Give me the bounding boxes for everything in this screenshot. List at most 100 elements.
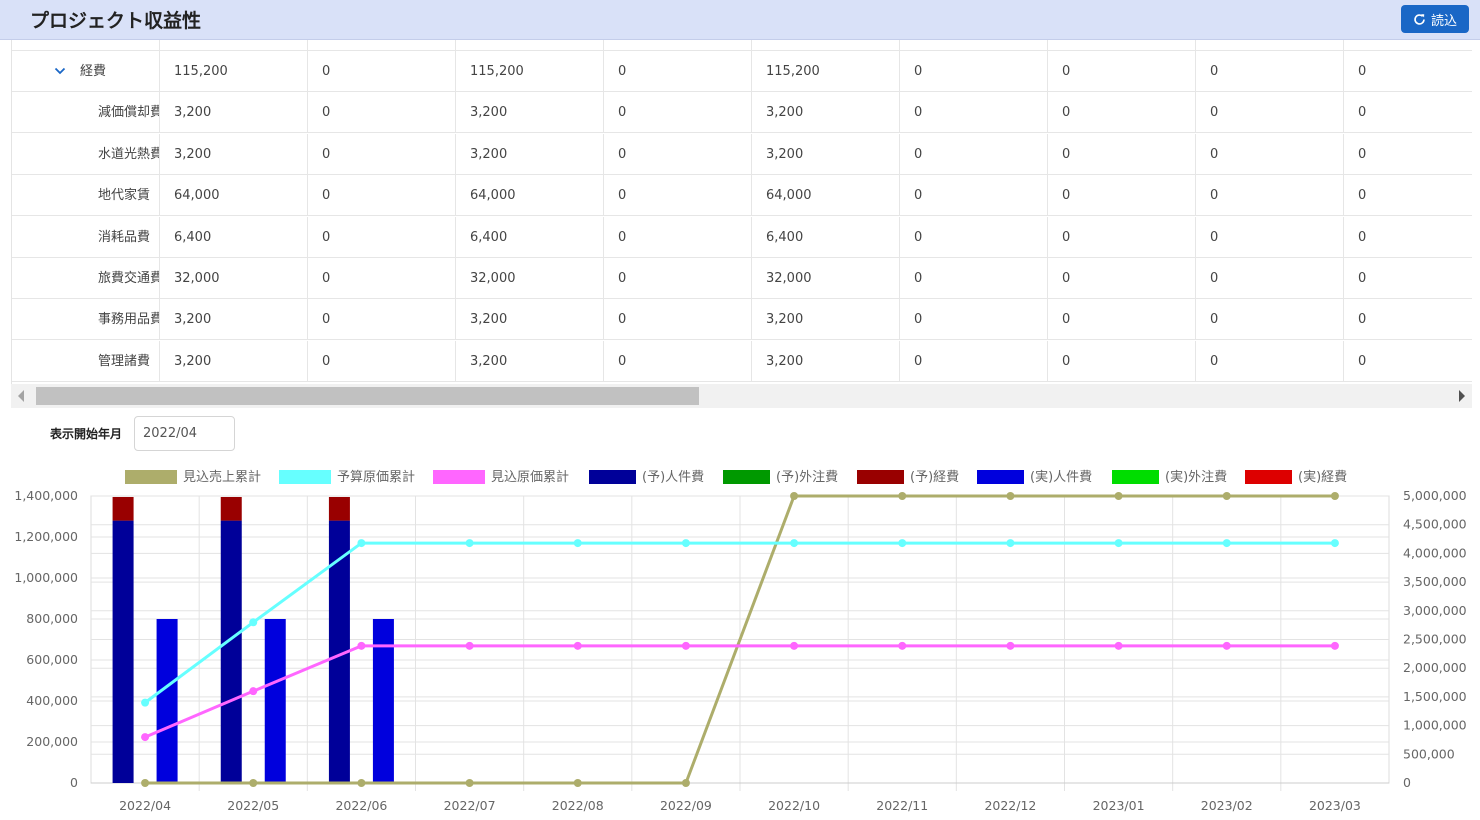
app-header: プロジェクト収益性 読込 [0, 0, 1480, 40]
table-row: 経費 115,200 0 115,200 0 115,200 0 0 0 0 [12, 51, 1472, 92]
legend-swatch [589, 470, 636, 484]
grid-cell [456, 40, 604, 51]
row-label: 管理諸費 [12, 340, 160, 382]
data-point [573, 539, 582, 548]
grid-cell: 0 [1344, 258, 1472, 299]
grid-cell: 32,000 [456, 258, 604, 299]
grid-cell [12, 40, 160, 51]
series-line [144, 541, 1335, 704]
data-point [141, 698, 150, 707]
data-point [1222, 539, 1231, 548]
grid-cell: 0 [900, 175, 1048, 217]
grid-cell: 0 [1048, 340, 1196, 382]
grid-cell: 0 [1196, 340, 1344, 382]
reload-label: 読込 [1430, 13, 1457, 29]
cost-grid: 経費 115,200 0 115,200 0 115,200 0 0 0 0 減価償却費 3,200 0… [11, 40, 1472, 384]
row-label-text: 地代家賃 [98, 188, 151, 204]
grid-cell: 0 [308, 299, 456, 341]
grid-cell: 0 [604, 299, 752, 341]
row-label-text: 経費 [80, 64, 107, 79]
chevron-down-icon[interactable] [54, 51, 66, 92]
grid-cell: 0 [1196, 299, 1344, 341]
grid-cell: 6,400 [160, 216, 308, 258]
row-label: 地代家賃 [12, 175, 160, 217]
refresh-icon [1414, 13, 1425, 25]
data-point [141, 779, 150, 787]
grid-cell: 0 [900, 51, 1048, 92]
data-point [898, 492, 907, 500]
row-label[interactable]: 経費 [12, 51, 160, 92]
data-point [790, 492, 799, 500]
grid-cell: 0 [308, 258, 456, 299]
row-label: 水道光熱費 [12, 133, 160, 175]
y-right-tick-label: 2,000,000 [1403, 660, 1467, 675]
reload-button[interactable]: 読込 [1401, 5, 1469, 33]
grid-cell: 3,200 [752, 299, 900, 341]
data-point [1114, 492, 1123, 500]
grid-cell: 6,400 [752, 216, 900, 258]
grid-cell [604, 40, 752, 51]
y-right-tick-label: 500,000 [1403, 746, 1455, 761]
grid-cell: 3,200 [752, 340, 900, 382]
x-tick-label: 2023/03 [1309, 798, 1361, 813]
row-label: 旅費交通費 [12, 258, 160, 299]
grid-cell: 0 [308, 340, 456, 382]
data-point [1222, 492, 1231, 500]
data-point [1006, 539, 1015, 548]
data-point [573, 779, 582, 787]
y-left-tick-label: 0 [70, 775, 78, 790]
legend-swatch [1245, 470, 1292, 484]
scroll-left-arrow-icon[interactable] [18, 390, 24, 402]
grid-cell: 0 [308, 92, 456, 134]
grid-cell: 0 [1196, 92, 1344, 134]
horizontal-scrollbar[interactable] [11, 384, 1472, 408]
legend-label: (予)人件費 [642, 470, 704, 485]
legend-label: (実)人件費 [1030, 469, 1092, 485]
bar [112, 496, 134, 521]
grid-cell: 0 [1048, 92, 1196, 134]
x-tick-label: 2022/05 [227, 798, 279, 813]
row-label: 事務用品費 [12, 299, 160, 341]
data-point [1006, 492, 1015, 500]
y-left-tick-label: 1,000,000 [14, 570, 78, 585]
grid-cell: 3,200 [456, 299, 604, 341]
series-line [145, 494, 1335, 785]
y-right-tick-label: 4,000,000 [1403, 545, 1467, 560]
grid-cell: 115,200 [160, 51, 308, 92]
page-title: プロジェクト収益性 [30, 10, 202, 32]
row-label-text: 消耗品費 [98, 229, 151, 245]
y-right-tick-label: 3,000,000 [1403, 603, 1467, 618]
data-point [573, 641, 582, 650]
grid-cell: 0 [604, 340, 752, 382]
grid-cell: 0 [604, 133, 752, 175]
y-left-tick-label: 1,400,000 [14, 488, 78, 503]
grid-cell: 0 [1344, 299, 1472, 340]
legend-swatch [723, 470, 770, 484]
x-tick-label: 2022/10 [768, 798, 820, 813]
legend-label: (実)外注費 [1165, 469, 1227, 485]
grid-cell: 0 [604, 51, 752, 92]
start-month-label: 表示開始年月 [50, 427, 123, 441]
table-row: 減価償却費 3,200 0 3,200 0 3,200 0 0 0 0 [12, 92, 1472, 134]
data-point [249, 779, 258, 787]
legend-swatch [279, 470, 331, 484]
y-left-tick-label: 800,000 [26, 611, 78, 626]
y-left-tick-label: 200,000 [26, 734, 78, 749]
bar [328, 520, 350, 783]
data-point [790, 539, 799, 548]
row-label-text: 事務用品費 [98, 312, 160, 328]
grid-cell: 0 [1048, 299, 1196, 341]
scroll-right-arrow-icon[interactable] [1459, 390, 1465, 402]
data-point [790, 641, 799, 650]
grid-cell: 3,200 [160, 92, 308, 134]
grid-cell: 64,000 [752, 175, 900, 217]
grid-cell [1344, 40, 1472, 51]
grid-cell: 0 [900, 258, 1048, 299]
row-label-text: 管理諸費 [98, 353, 151, 369]
grid-cell: 6,400 [456, 216, 604, 258]
data-point [1006, 641, 1015, 650]
x-tick-label: 2022/11 [876, 798, 928, 813]
scrollbar-thumb[interactable] [36, 387, 699, 405]
start-month-input[interactable] [134, 416, 235, 451]
legend-label: (予)経費 [910, 470, 959, 485]
